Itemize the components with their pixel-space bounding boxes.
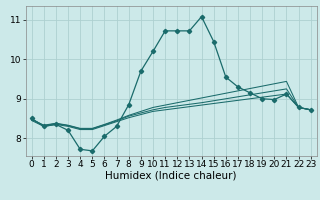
X-axis label: Humidex (Indice chaleur): Humidex (Indice chaleur) <box>106 171 237 181</box>
